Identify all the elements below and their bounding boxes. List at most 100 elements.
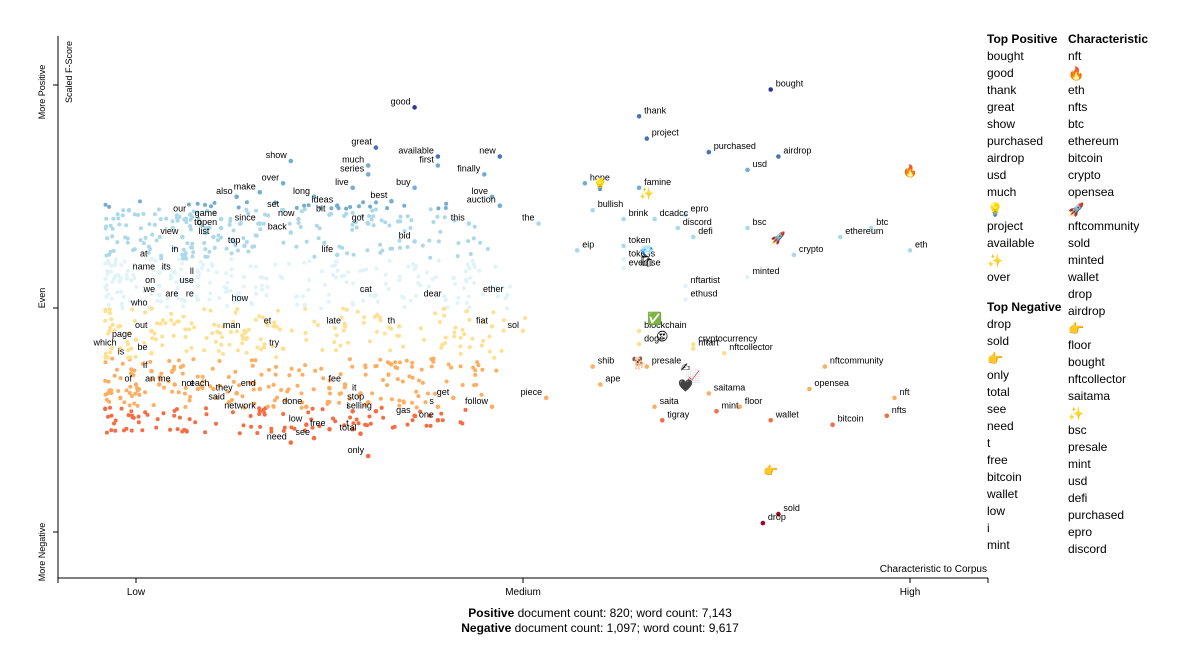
term-label-tokens[interactable]: tokens xyxy=(629,248,656,258)
term-dot[interactable] xyxy=(267,367,271,372)
term-dot-list[interactable] xyxy=(211,234,216,240)
term-dot[interactable] xyxy=(205,208,210,213)
term-dot[interactable] xyxy=(107,311,112,316)
term-label-end[interactable]: end xyxy=(241,378,256,388)
term-dot[interactable] xyxy=(210,331,215,336)
term-dot[interactable] xyxy=(255,345,260,350)
term-dot[interactable] xyxy=(378,250,383,255)
term-dot[interactable] xyxy=(253,264,258,269)
term-dot[interactable] xyxy=(299,405,304,410)
characteristic-item[interactable]: epro xyxy=(1068,525,1093,539)
term-dot[interactable] xyxy=(143,310,148,315)
term-dot[interactable] xyxy=(312,319,317,324)
term-label-nftartist[interactable]: nftartist xyxy=(691,275,721,285)
term-dot[interactable] xyxy=(242,275,247,280)
term-dot[interactable] xyxy=(407,374,412,379)
term-dot[interactable] xyxy=(160,267,165,271)
term-dot[interactable] xyxy=(183,251,188,256)
term-label-set[interactable]: set xyxy=(267,199,280,209)
term-dot[interactable] xyxy=(124,426,129,431)
characteristic-item[interactable]: crypto xyxy=(1068,168,1101,182)
term-dot[interactable] xyxy=(259,372,264,377)
term-dot[interactable] xyxy=(341,328,346,333)
term-label-back[interactable]: back xyxy=(268,222,288,232)
term-dot[interactable] xyxy=(212,322,217,327)
term-dot[interactable] xyxy=(136,300,141,305)
term-label-saita[interactable]: saita xyxy=(660,396,679,406)
top-negative-item[interactable]: bitcoin xyxy=(987,470,1022,484)
emoji-point[interactable]: ✅ xyxy=(647,311,662,325)
term-label-they[interactable]: they xyxy=(216,382,234,392)
term-dot[interactable] xyxy=(129,367,134,372)
term-dot[interactable] xyxy=(264,293,269,298)
term-dot[interactable] xyxy=(105,269,109,273)
term-dot[interactable] xyxy=(126,413,131,418)
term-dot[interactable] xyxy=(350,227,355,232)
term-dot[interactable] xyxy=(254,233,259,238)
term-dot[interactable] xyxy=(465,309,470,313)
top-negative-item[interactable]: need xyxy=(987,419,1014,433)
term-dot[interactable] xyxy=(225,389,230,394)
term-dot[interactable] xyxy=(248,414,253,418)
term-dot[interactable] xyxy=(214,395,219,400)
term-dot-token[interactable] xyxy=(621,243,626,249)
term-dot-low[interactable] xyxy=(304,422,309,428)
term-label-buy[interactable]: buy xyxy=(396,177,411,187)
term-dot[interactable] xyxy=(507,284,512,289)
term-dot[interactable] xyxy=(208,291,213,296)
term-dot[interactable] xyxy=(311,387,316,392)
term-dot[interactable] xyxy=(169,318,174,323)
term-label-only[interactable]: only xyxy=(348,445,365,455)
term-label-best[interactable]: best xyxy=(370,190,388,200)
term-dot[interactable] xyxy=(164,216,169,221)
term-dot[interactable] xyxy=(443,341,448,346)
top-negative-item[interactable]: low xyxy=(987,504,1006,518)
term-dot[interactable] xyxy=(103,360,108,365)
term-dot[interactable] xyxy=(150,377,154,382)
term-label-first[interactable]: first xyxy=(419,155,434,165)
term-dot-much[interactable] xyxy=(365,163,371,168)
term-dot[interactable] xyxy=(259,283,264,288)
term-dot-dcadcc[interactable] xyxy=(652,216,657,222)
term-dot[interactable] xyxy=(182,391,187,396)
term-dot[interactable] xyxy=(230,398,234,402)
term-dot[interactable] xyxy=(307,278,312,283)
term-label-game[interactable]: game xyxy=(195,208,218,218)
term-dot[interactable] xyxy=(410,360,415,365)
term-dot[interactable] xyxy=(109,346,114,351)
term-dot[interactable] xyxy=(201,262,206,267)
term-dot-cat[interactable] xyxy=(373,292,379,298)
term-dot[interactable] xyxy=(110,356,115,361)
term-dot[interactable] xyxy=(435,214,440,219)
term-label-th[interactable]: th xyxy=(388,315,396,325)
term-dot[interactable] xyxy=(320,407,325,412)
term-dot[interactable] xyxy=(369,217,374,222)
term-dot[interactable] xyxy=(153,258,158,263)
term-dot[interactable] xyxy=(385,383,390,388)
term-dot[interactable] xyxy=(206,268,211,273)
term-dot[interactable] xyxy=(300,372,305,377)
term-dot[interactable] xyxy=(266,384,271,389)
term-dot-opensea[interactable] xyxy=(807,386,812,392)
term-dot[interactable] xyxy=(150,336,155,341)
term-dot-ideas[interactable] xyxy=(334,203,340,208)
term-dot[interactable] xyxy=(428,423,433,428)
term-dot[interactable] xyxy=(467,305,472,310)
term-dot[interactable] xyxy=(183,327,188,332)
term-label-love[interactable]: love xyxy=(471,186,488,196)
term-dot[interactable] xyxy=(345,251,350,256)
term-dot[interactable] xyxy=(455,254,460,259)
term-label-also[interactable]: also xyxy=(216,186,233,196)
characteristic-item[interactable]: bitcoin xyxy=(1068,151,1103,165)
characteristic-item[interactable]: 🔥 xyxy=(1068,66,1085,81)
term-dot[interactable] xyxy=(412,267,417,271)
term-dot[interactable] xyxy=(440,418,445,423)
term-dot[interactable] xyxy=(456,295,461,300)
term-dot[interactable] xyxy=(392,424,397,429)
term-label-view[interactable]: view xyxy=(160,226,179,236)
term-dot[interactable] xyxy=(397,278,402,283)
term-label-since[interactable]: since xyxy=(235,213,256,223)
term-dot[interactable] xyxy=(189,345,194,350)
term-dot[interactable] xyxy=(175,218,180,223)
term-dot[interactable] xyxy=(251,387,256,392)
